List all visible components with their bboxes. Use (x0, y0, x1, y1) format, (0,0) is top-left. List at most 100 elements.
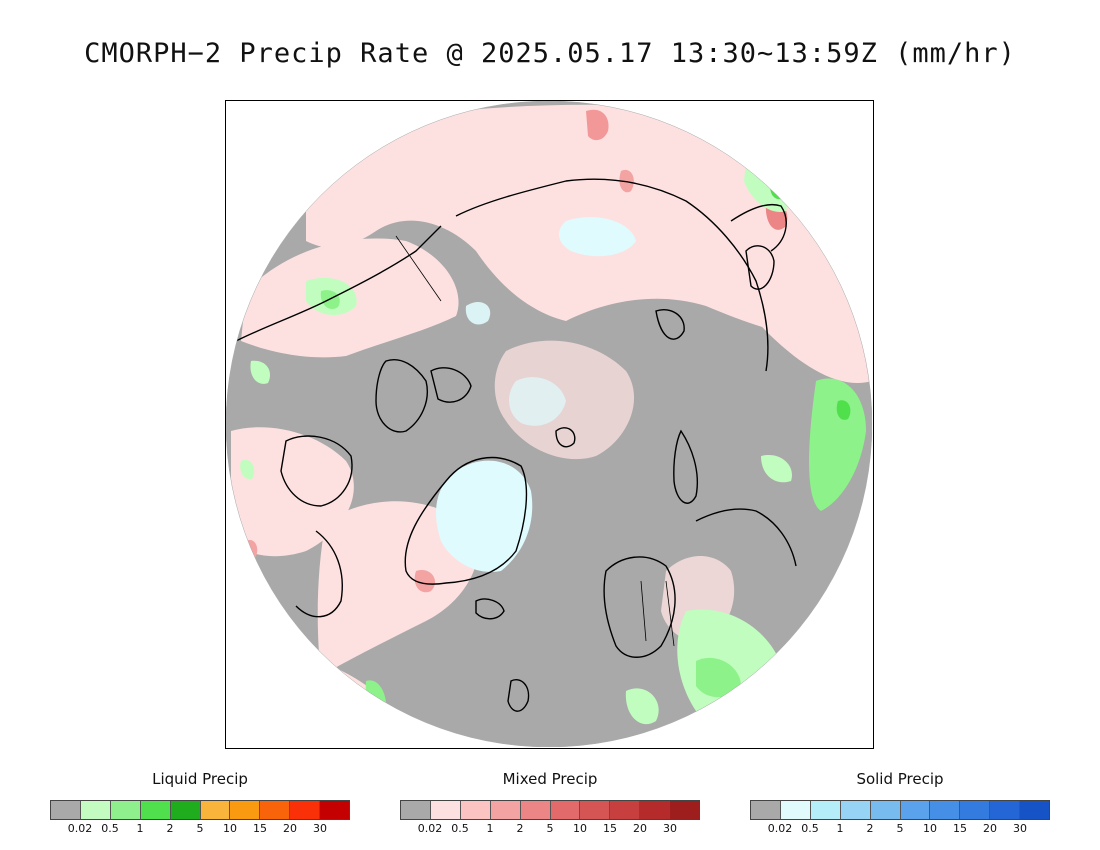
coastline-kamchatka (745, 245, 775, 290)
liquid-precip-urals (761, 455, 792, 483)
legend-tick-solid: 2 (866, 822, 874, 835)
legend-tick-mixed: 1 (486, 822, 494, 835)
legend-swatch-mixed-2 (460, 801, 491, 819)
legend-swatch-liquid-3 (140, 801, 171, 819)
legend-swatch-mixed-0 (401, 801, 431, 819)
legend-tick-liquid: 10 (223, 822, 237, 835)
legend-swatch-mixed-4 (520, 801, 551, 819)
legend-ticks-liquid: 0.02 0.5 1 2 5 10 15 20 30 (50, 822, 350, 836)
legend-swatch-mixed-5 (550, 801, 581, 819)
legend-swatch-liquid-9 (320, 801, 350, 819)
legend-tick-liquid: 0.02 (67, 822, 93, 835)
legend-swatch-liquid-1 (80, 801, 111, 819)
legend-tick-mixed: 10 (573, 822, 587, 835)
border-finland-russia (665, 580, 675, 647)
legend-swatch-liquid-6 (230, 801, 261, 819)
coastline-svalbard (555, 427, 576, 448)
coastline-labrador (295, 530, 343, 618)
mixed-precip-okhotsk (586, 109, 609, 141)
legend-swatch-mixed-7 (610, 801, 641, 819)
legend-tick-solid: 10 (923, 822, 937, 835)
coastline-iceland (475, 598, 505, 620)
legend-swatch-solid-7 (960, 801, 991, 819)
coastline-siberia (455, 178, 769, 372)
legend-swatch-solid-3 (840, 801, 871, 819)
legend-swatch-mixed-8 (640, 801, 671, 819)
liquid-precip-russia-2 (696, 657, 741, 698)
legend-bar-solid (750, 800, 1050, 820)
legend-tick-mixed: 30 (663, 822, 677, 835)
liquid-precip-kazakhstan (809, 378, 866, 511)
legend-tick-mixed: 2 (516, 822, 524, 835)
coastline-okhotsk (730, 204, 787, 252)
legend-tick-solid: 20 (983, 822, 997, 835)
legend-swatch-mixed-1 (430, 801, 461, 819)
legend-swatch-mixed-9 (670, 801, 700, 819)
mixed-precip-atlantic-dark (414, 570, 436, 593)
legend-tick-mixed: 5 (546, 822, 554, 835)
legend-swatch-liquid-4 (170, 801, 201, 819)
legend-swatch-liquid-0 (51, 801, 81, 819)
legend-swatch-solid-5 (900, 801, 931, 819)
legend-tick-liquid: 30 (313, 822, 327, 835)
legend-swatch-liquid-5 (200, 801, 231, 819)
chart-title: CMORPH−2 Precip Rate @ 2025.05.17 13:30~… (84, 38, 1016, 69)
legend-tick-solid: 15 (953, 822, 967, 835)
coastline-hudson-bay (280, 435, 353, 507)
coastline-scandinavia (603, 556, 676, 658)
legend-title-mixed: Mixed Precip (502, 770, 598, 788)
coastline-novaya-zemlya (673, 429, 698, 504)
legend-tick-solid: 0.5 (801, 822, 819, 835)
legend-tick-liquid: 15 (253, 822, 267, 835)
liquid-precip-hudson (240, 459, 255, 480)
legend-swatch-liquid-7 (260, 801, 291, 819)
legend-tick-solid: 5 (896, 822, 904, 835)
coastline-alaska (235, 225, 442, 342)
legend-swatch-solid-9 (1020, 801, 1050, 819)
legend-ticks-solid: 0.02 0.5 1 2 5 10 15 20 30 (750, 822, 1050, 836)
legend-swatch-solid-2 (810, 801, 841, 819)
legend-swatch-liquid-8 (290, 801, 321, 819)
legend-liquid-precip: Liquid Precip 0.02 0.5 1 2 5 10 15 20 30 (50, 770, 350, 840)
legend-tick-solid: 0.02 (767, 822, 793, 835)
solid-precip-siberia (559, 217, 636, 257)
liquid-precip-europe (625, 688, 659, 725)
legend-mixed-precip: Mixed Precip 0.02 0.5 1 2 5 10 15 20 30 (400, 770, 700, 840)
legend-swatch-mixed-6 (580, 801, 611, 819)
legend-tick-mixed: 0.02 (417, 822, 443, 835)
legend-tick-mixed: 15 (603, 822, 617, 835)
legend-swatch-solid-4 (870, 801, 901, 819)
legend-bar-mixed (400, 800, 700, 820)
legend-swatch-mixed-3 (490, 801, 521, 819)
legend-swatch-solid-6 (930, 801, 961, 819)
solid-precip-center (509, 377, 566, 426)
coastline-taimyr (655, 309, 685, 340)
legend-tick-liquid: 1 (136, 822, 144, 835)
solid-precip-greenland (436, 460, 533, 572)
legend-tick-mixed: 0.5 (451, 822, 469, 835)
legend-tick-liquid: 5 (196, 822, 204, 835)
legend-swatch-solid-1 (780, 801, 811, 819)
border-alaska-canada (395, 235, 442, 302)
coastline-canadian-archipelago (375, 359, 428, 433)
legend-tick-liquid: 2 (166, 822, 174, 835)
legend-title-liquid: Liquid Precip (152, 770, 248, 788)
mixed-precip-region-canada (231, 427, 354, 557)
legend-swatch-solid-0 (751, 801, 781, 819)
coastline-british-isles (507, 679, 530, 712)
legend-tick-solid: 30 (1013, 822, 1027, 835)
coastline-greenland (404, 456, 528, 585)
liquid-precip-kazakhstan-2 (836, 400, 851, 420)
legend-title-solid: Solid Precip (856, 770, 944, 788)
legend-solid-precip: Solid Precip 0.02 0.5 1 2 5 10 15 20 30 (750, 770, 1050, 840)
coastline-russia-arctic (695, 508, 797, 567)
legend-tick-liquid: 20 (283, 822, 297, 835)
legend-swatch-solid-8 (990, 801, 1021, 819)
mixed-precip-region-labrador (317, 501, 479, 676)
legend-bar-liquid (50, 800, 350, 820)
border-norway-sweden (640, 580, 647, 642)
legend-swatch-liquid-2 (110, 801, 141, 819)
legend-tick-mixed: 20 (633, 822, 647, 835)
map-frame (225, 100, 874, 749)
legend-tick-solid: 1 (836, 822, 844, 835)
